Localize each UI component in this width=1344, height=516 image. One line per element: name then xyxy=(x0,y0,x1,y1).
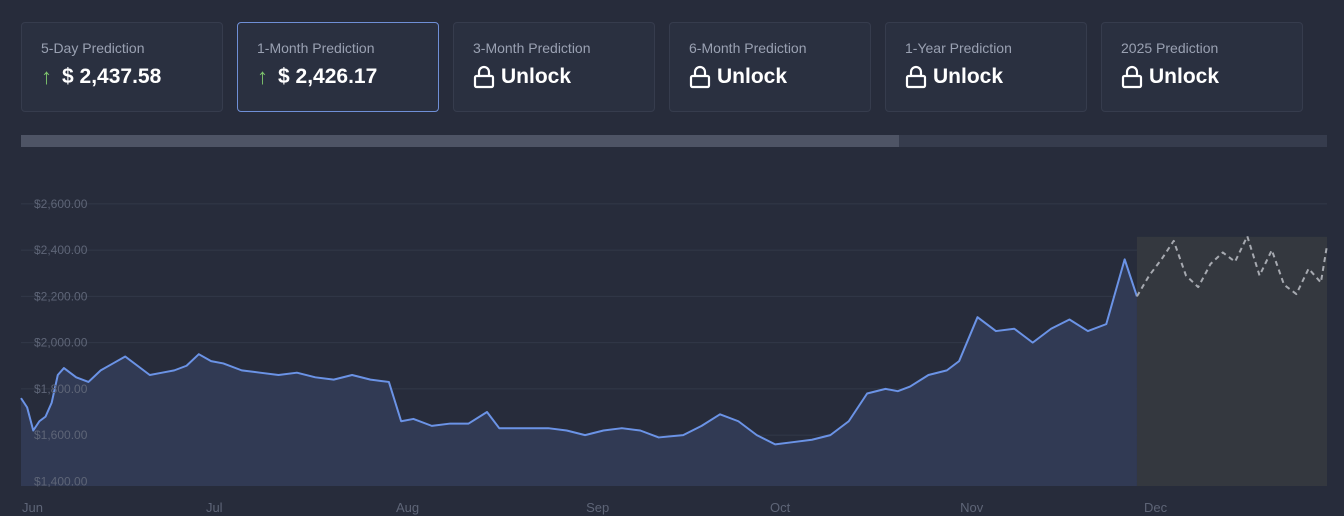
progress-bar xyxy=(21,135,1327,147)
prediction-card[interactable]: 1-Month Prediction ↑ $ 2,426.17 xyxy=(237,22,439,112)
prediction-card-value-text: Unlock xyxy=(1149,65,1220,88)
prediction-card-label: 1-Month Prediction xyxy=(257,40,375,56)
y-tick-label: $2,200.00 xyxy=(34,289,88,303)
x-tick-label: Aug xyxy=(396,500,419,515)
prediction-card-value: Unlock xyxy=(1121,64,1302,90)
prediction-card[interactable]: 5-Day Prediction ↑ $ 2,437.58 xyxy=(21,22,223,112)
prediction-card-value: Unlock xyxy=(473,64,654,90)
arrow-up-icon: ↑ xyxy=(257,64,268,89)
prediction-card-value-text: Unlock xyxy=(933,65,1004,88)
x-tick-label: Jun xyxy=(22,500,43,515)
prediction-card-value-text: $ 2,437.58 xyxy=(62,65,162,88)
prediction-card[interactable]: 1-Year Prediction Unlock xyxy=(885,22,1087,112)
historical-line xyxy=(20,258,1138,446)
lock-icon xyxy=(473,65,495,89)
price-chart: $1,400.00 $1,600.00 $1,800.00 $2,000.00 $2,2… xyxy=(20,197,1328,515)
forecast-region xyxy=(1136,236,1327,486)
y-tick-label: $1,800.00 xyxy=(34,382,88,396)
lock-icon xyxy=(905,65,927,89)
forecast-line xyxy=(1136,235,1328,297)
y-tick-label: $1,400.00 xyxy=(34,474,88,488)
prediction-card-value-text: $ 2,426.17 xyxy=(278,65,378,88)
arrow-up-icon: ↑ xyxy=(41,64,52,89)
y-tick-label: $2,600.00 xyxy=(34,197,88,211)
prediction-card-value: Unlock xyxy=(905,64,1086,90)
prediction-cards: 5-Day Prediction ↑ $ 2,437.58 1-Month Predi… xyxy=(21,22,1303,112)
prediction-card-value-text: Unlock xyxy=(501,65,572,88)
historical-area xyxy=(21,259,1137,486)
prediction-card-value: ↑ $ 2,426.17 xyxy=(257,64,438,90)
y-tick-label: $2,000.00 xyxy=(34,336,88,350)
x-tick-label: Dec xyxy=(1144,500,1168,515)
progress-bar-fill xyxy=(21,135,899,147)
prediction-card-value-text: Unlock xyxy=(717,65,788,88)
prediction-card-label: 3-Month Prediction xyxy=(473,40,591,56)
prediction-card-label: 5-Day Prediction xyxy=(41,40,145,56)
lock-icon xyxy=(1121,65,1143,89)
prediction-card-label: 6-Month Prediction xyxy=(689,40,807,56)
prediction-card[interactable]: 3-Month Prediction Unlock xyxy=(453,22,655,112)
prediction-card-label: 2025 Prediction xyxy=(1121,40,1219,56)
prediction-card-label: 1-Year Prediction xyxy=(905,40,1012,56)
prediction-card-value: Unlock xyxy=(689,64,870,90)
prediction-card[interactable]: 6-Month Prediction Unlock xyxy=(669,22,871,112)
x-tick-label: Sep xyxy=(586,500,609,515)
prediction-card[interactable]: 2025 Prediction Unlock xyxy=(1101,22,1303,112)
y-tick-label: $2,400.00 xyxy=(34,243,88,257)
x-tick-label: Jul xyxy=(206,500,223,515)
x-tick-label: Oct xyxy=(770,500,791,515)
y-tick-label: $1,600.00 xyxy=(34,428,88,442)
x-tick-label: Nov xyxy=(960,500,984,515)
prediction-card-value: ↑ $ 2,437.58 xyxy=(41,64,222,90)
lock-icon xyxy=(689,65,711,89)
